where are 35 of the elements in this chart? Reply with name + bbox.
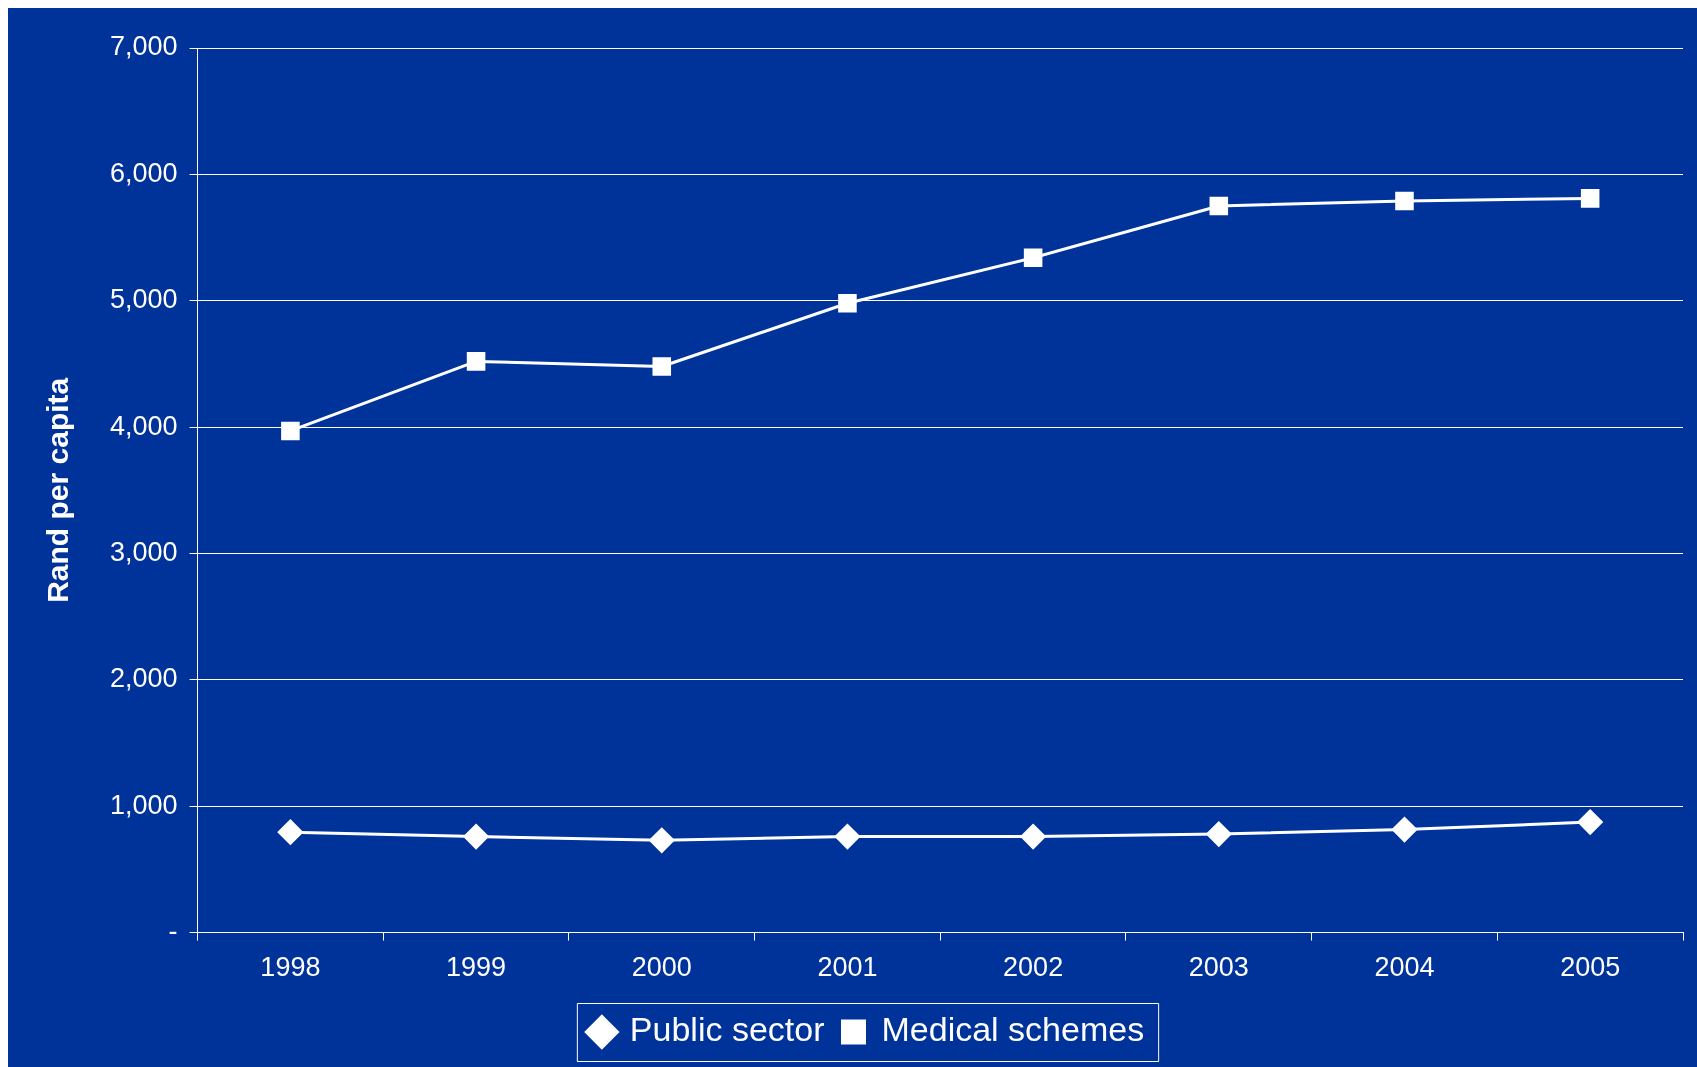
point xyxy=(1206,821,1232,847)
y-tick-label: 7,000 xyxy=(109,31,178,62)
y-tick-label: - xyxy=(168,916,178,947)
x-tick-label: 2001 xyxy=(817,952,878,983)
point xyxy=(834,824,860,850)
x-tick-label: 2005 xyxy=(1560,952,1621,983)
point xyxy=(838,293,857,313)
x-tick-label: 2004 xyxy=(1374,952,1435,983)
point xyxy=(649,827,675,853)
x-tick-label: 2002 xyxy=(1003,952,1064,983)
y-tick-label: 1,000 xyxy=(109,789,178,820)
x-tick-label: 2003 xyxy=(1188,952,1249,983)
point xyxy=(1209,196,1229,216)
point xyxy=(466,352,486,371)
point xyxy=(463,824,489,850)
point xyxy=(1023,248,1043,268)
point xyxy=(1577,809,1603,835)
y-tick-label: 5,000 xyxy=(109,284,178,315)
point xyxy=(277,819,303,845)
y-axis-title: Rand per capita xyxy=(41,377,75,603)
x-tick-label: 1998 xyxy=(260,952,321,983)
point xyxy=(281,421,300,441)
legend-label: Medical schemes xyxy=(881,1010,1145,1049)
x-tick-label: 1999 xyxy=(446,952,507,983)
point xyxy=(1580,189,1600,208)
x-tick-label: 2000 xyxy=(631,952,692,983)
y-tick-label: 3,000 xyxy=(109,536,178,567)
legend-label: Public sector xyxy=(629,1010,825,1049)
y-tick-label: 2,000 xyxy=(109,663,178,694)
y-tick-label: 6,000 xyxy=(109,157,178,188)
y-tick-label: 4,000 xyxy=(109,410,178,441)
point xyxy=(652,357,672,376)
point xyxy=(1020,824,1046,850)
point xyxy=(1391,817,1417,843)
point xyxy=(1395,191,1414,211)
